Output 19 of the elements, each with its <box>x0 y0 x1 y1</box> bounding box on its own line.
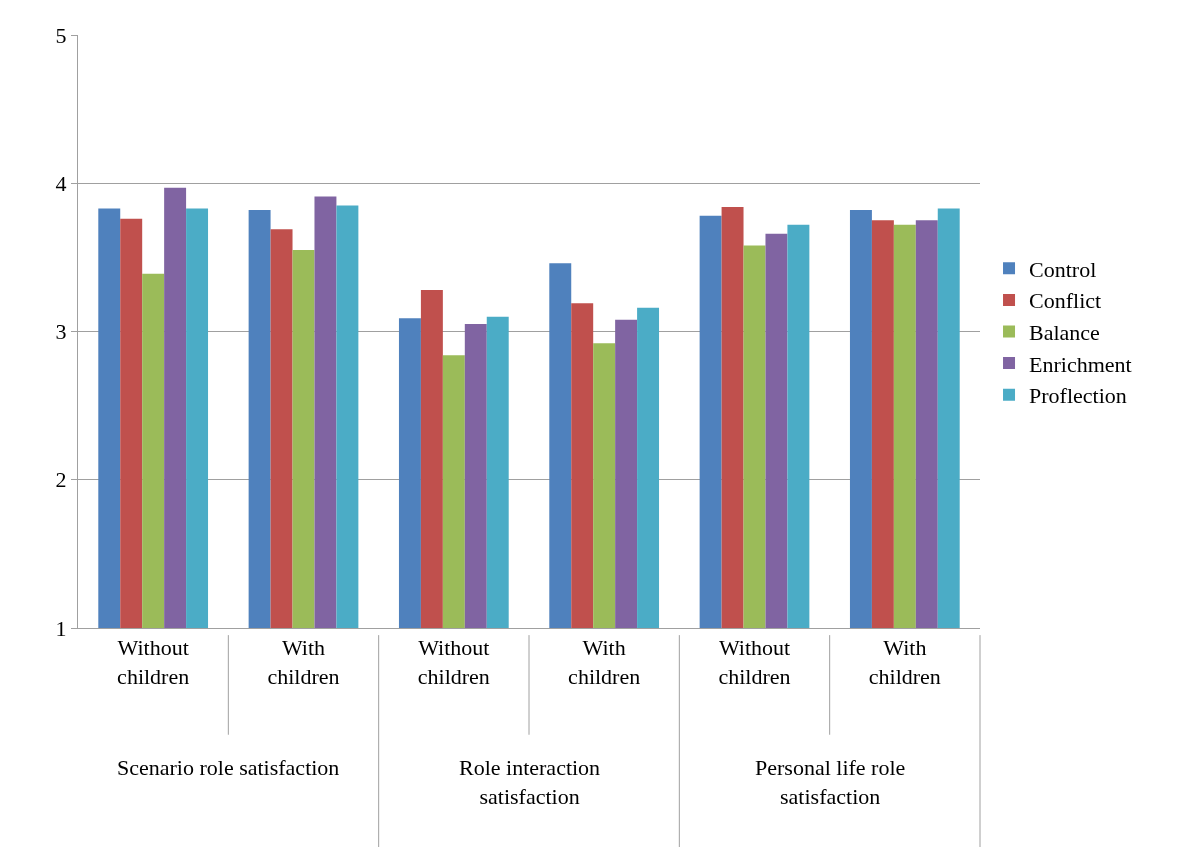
x-tick-label: Without children <box>417 635 490 689</box>
x-tick-label: Without children <box>117 635 190 689</box>
text: Scenario role satisfaction <box>117 755 340 780</box>
legend-label: Conflict <box>1029 288 1102 314</box>
x-tick-label: Without children <box>718 635 791 689</box>
y-tick-label: 3 <box>55 319 67 345</box>
legend-label: Balance <box>1029 320 1100 346</box>
y-tick-label: 1 <box>55 615 67 641</box>
legend-label: Enrichment <box>1029 351 1132 377</box>
legend-label: Control <box>1029 256 1097 282</box>
x-tick-label: With children <box>568 635 641 689</box>
y-tick-label: 5 <box>55 22 67 48</box>
text: Personal life role satisfaction <box>755 755 906 809</box>
legend-label: Proflection <box>1029 383 1127 409</box>
y-tick-label: 2 <box>55 467 67 493</box>
text: Role interaction satisfaction <box>459 755 601 809</box>
x-tick-label: With children <box>868 635 941 689</box>
x-tick-label: With children <box>267 635 340 689</box>
y-tick-label: 4 <box>55 170 67 196</box>
